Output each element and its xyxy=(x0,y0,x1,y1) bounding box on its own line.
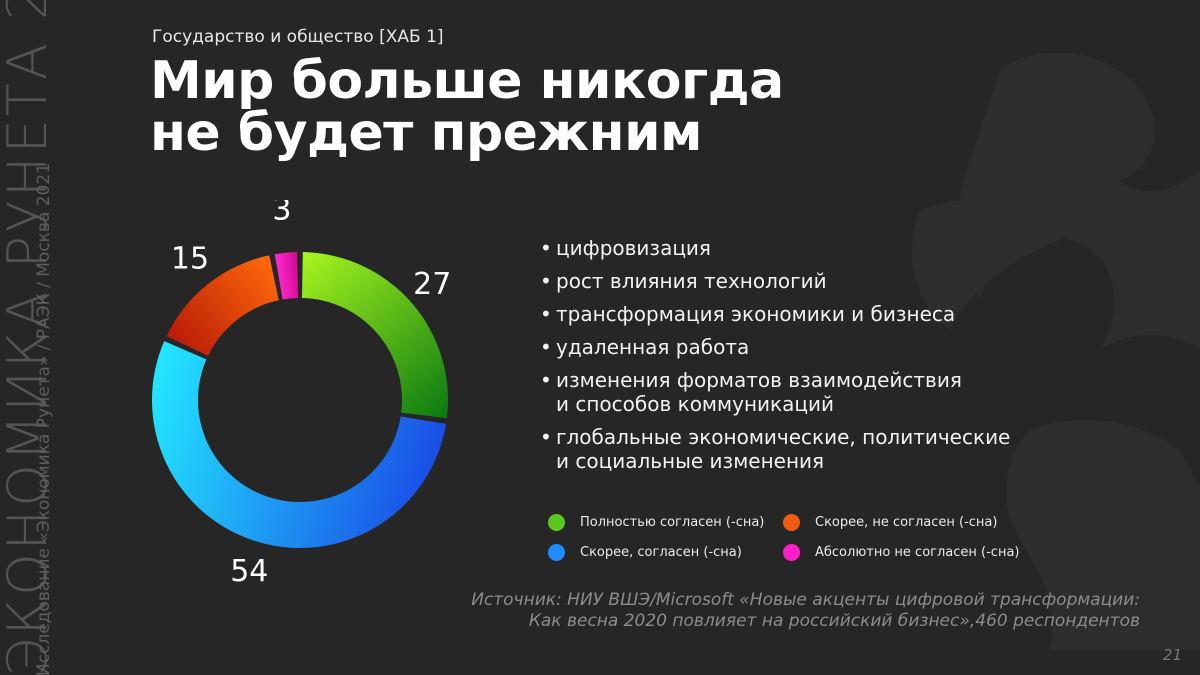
bullet-text: цифровизация xyxy=(556,236,711,260)
bullet-dot: • xyxy=(540,368,552,392)
donut-slice xyxy=(301,252,448,419)
legend-label: Абсолютно не согласен (-сна) xyxy=(815,545,1020,560)
data-label: 54 xyxy=(230,554,268,589)
bullet-dot: • xyxy=(540,335,552,359)
legend-swatch xyxy=(548,544,565,561)
title-line-2: не будет прежним xyxy=(150,103,703,163)
legend-item: Полностью согласен (-сна) xyxy=(548,514,764,531)
side-decoration: ЭКОНОМИКА РУНЕТА 20/21 Исследование «Эко… xyxy=(0,0,60,675)
bullet-item: • изменения форматов взаимодействия и спо… xyxy=(540,368,1080,416)
legend-swatch xyxy=(548,514,565,531)
side-caption: Исследование «Экономика Рунета» / РАЭК /… xyxy=(34,162,54,675)
legend-swatch xyxy=(783,514,800,531)
legend-item: Скорее, не согласен (-сна) xyxy=(783,514,997,531)
donut-slice xyxy=(152,341,447,548)
donut-slice xyxy=(274,252,299,300)
legend-label: Скорее, согласен (-сна) xyxy=(580,545,742,560)
bullet-dot: • xyxy=(540,302,552,326)
bullet-text: изменения форматов взаимодействия и спос… xyxy=(556,368,962,416)
legend-swatch xyxy=(783,544,800,561)
data-label: 27 xyxy=(413,267,451,302)
bullet-item: • рост влияния технологий xyxy=(540,269,1080,293)
bullet-item: • цифровизация xyxy=(540,236,1080,260)
page-title: Мир больше никогда не будет прежним xyxy=(150,55,784,159)
bullet-text: рост влияния технологий xyxy=(556,269,827,293)
bullet-dot: • xyxy=(540,425,552,449)
bullet-item: • глобальные экономические, политические … xyxy=(540,425,1080,473)
donut-slice xyxy=(166,255,279,356)
donut-chart: 27 54 15 3 xyxy=(152,200,451,589)
bullet-item: • трансформация экономики и бизнеса xyxy=(540,302,1080,326)
chart-legend: Полностью согласен (-сна) Скорее, не согл… xyxy=(548,514,1028,570)
section-subtitle: Государство и общество [ХАБ 1] xyxy=(152,27,444,47)
page-number: 21 xyxy=(1162,646,1182,664)
bullet-text: трансформация экономики и бизнеса xyxy=(556,302,956,326)
legend-label: Скорее, не согласен (-сна) xyxy=(815,515,998,530)
legend-item: Скорее, согласен (-сна) xyxy=(548,544,742,561)
bullet-text: глобальные экономические, политические и… xyxy=(556,425,1011,473)
bullet-item: • удаленная работа xyxy=(540,335,1080,359)
eagle-emblem-watermark xyxy=(911,52,1200,650)
title-line-1: Мир больше никогда xyxy=(150,51,784,111)
bullet-text: удаленная работа xyxy=(556,335,750,359)
legend-item: Абсолютно не согласен (-сна) xyxy=(783,544,1019,561)
bullet-dot: • xyxy=(540,269,552,293)
legend-label: Полностью согласен (-сна) xyxy=(580,515,765,530)
source-note: Источник: НИУ ВШЭ/Microsoft «Новые акцен… xyxy=(471,590,1140,631)
data-label: 3 xyxy=(272,200,291,227)
data-label: 15 xyxy=(171,242,209,277)
bullet-dot: • xyxy=(540,236,552,260)
bullet-list: • цифровизация • рост влияния технологий • тр… xyxy=(540,236,1080,482)
